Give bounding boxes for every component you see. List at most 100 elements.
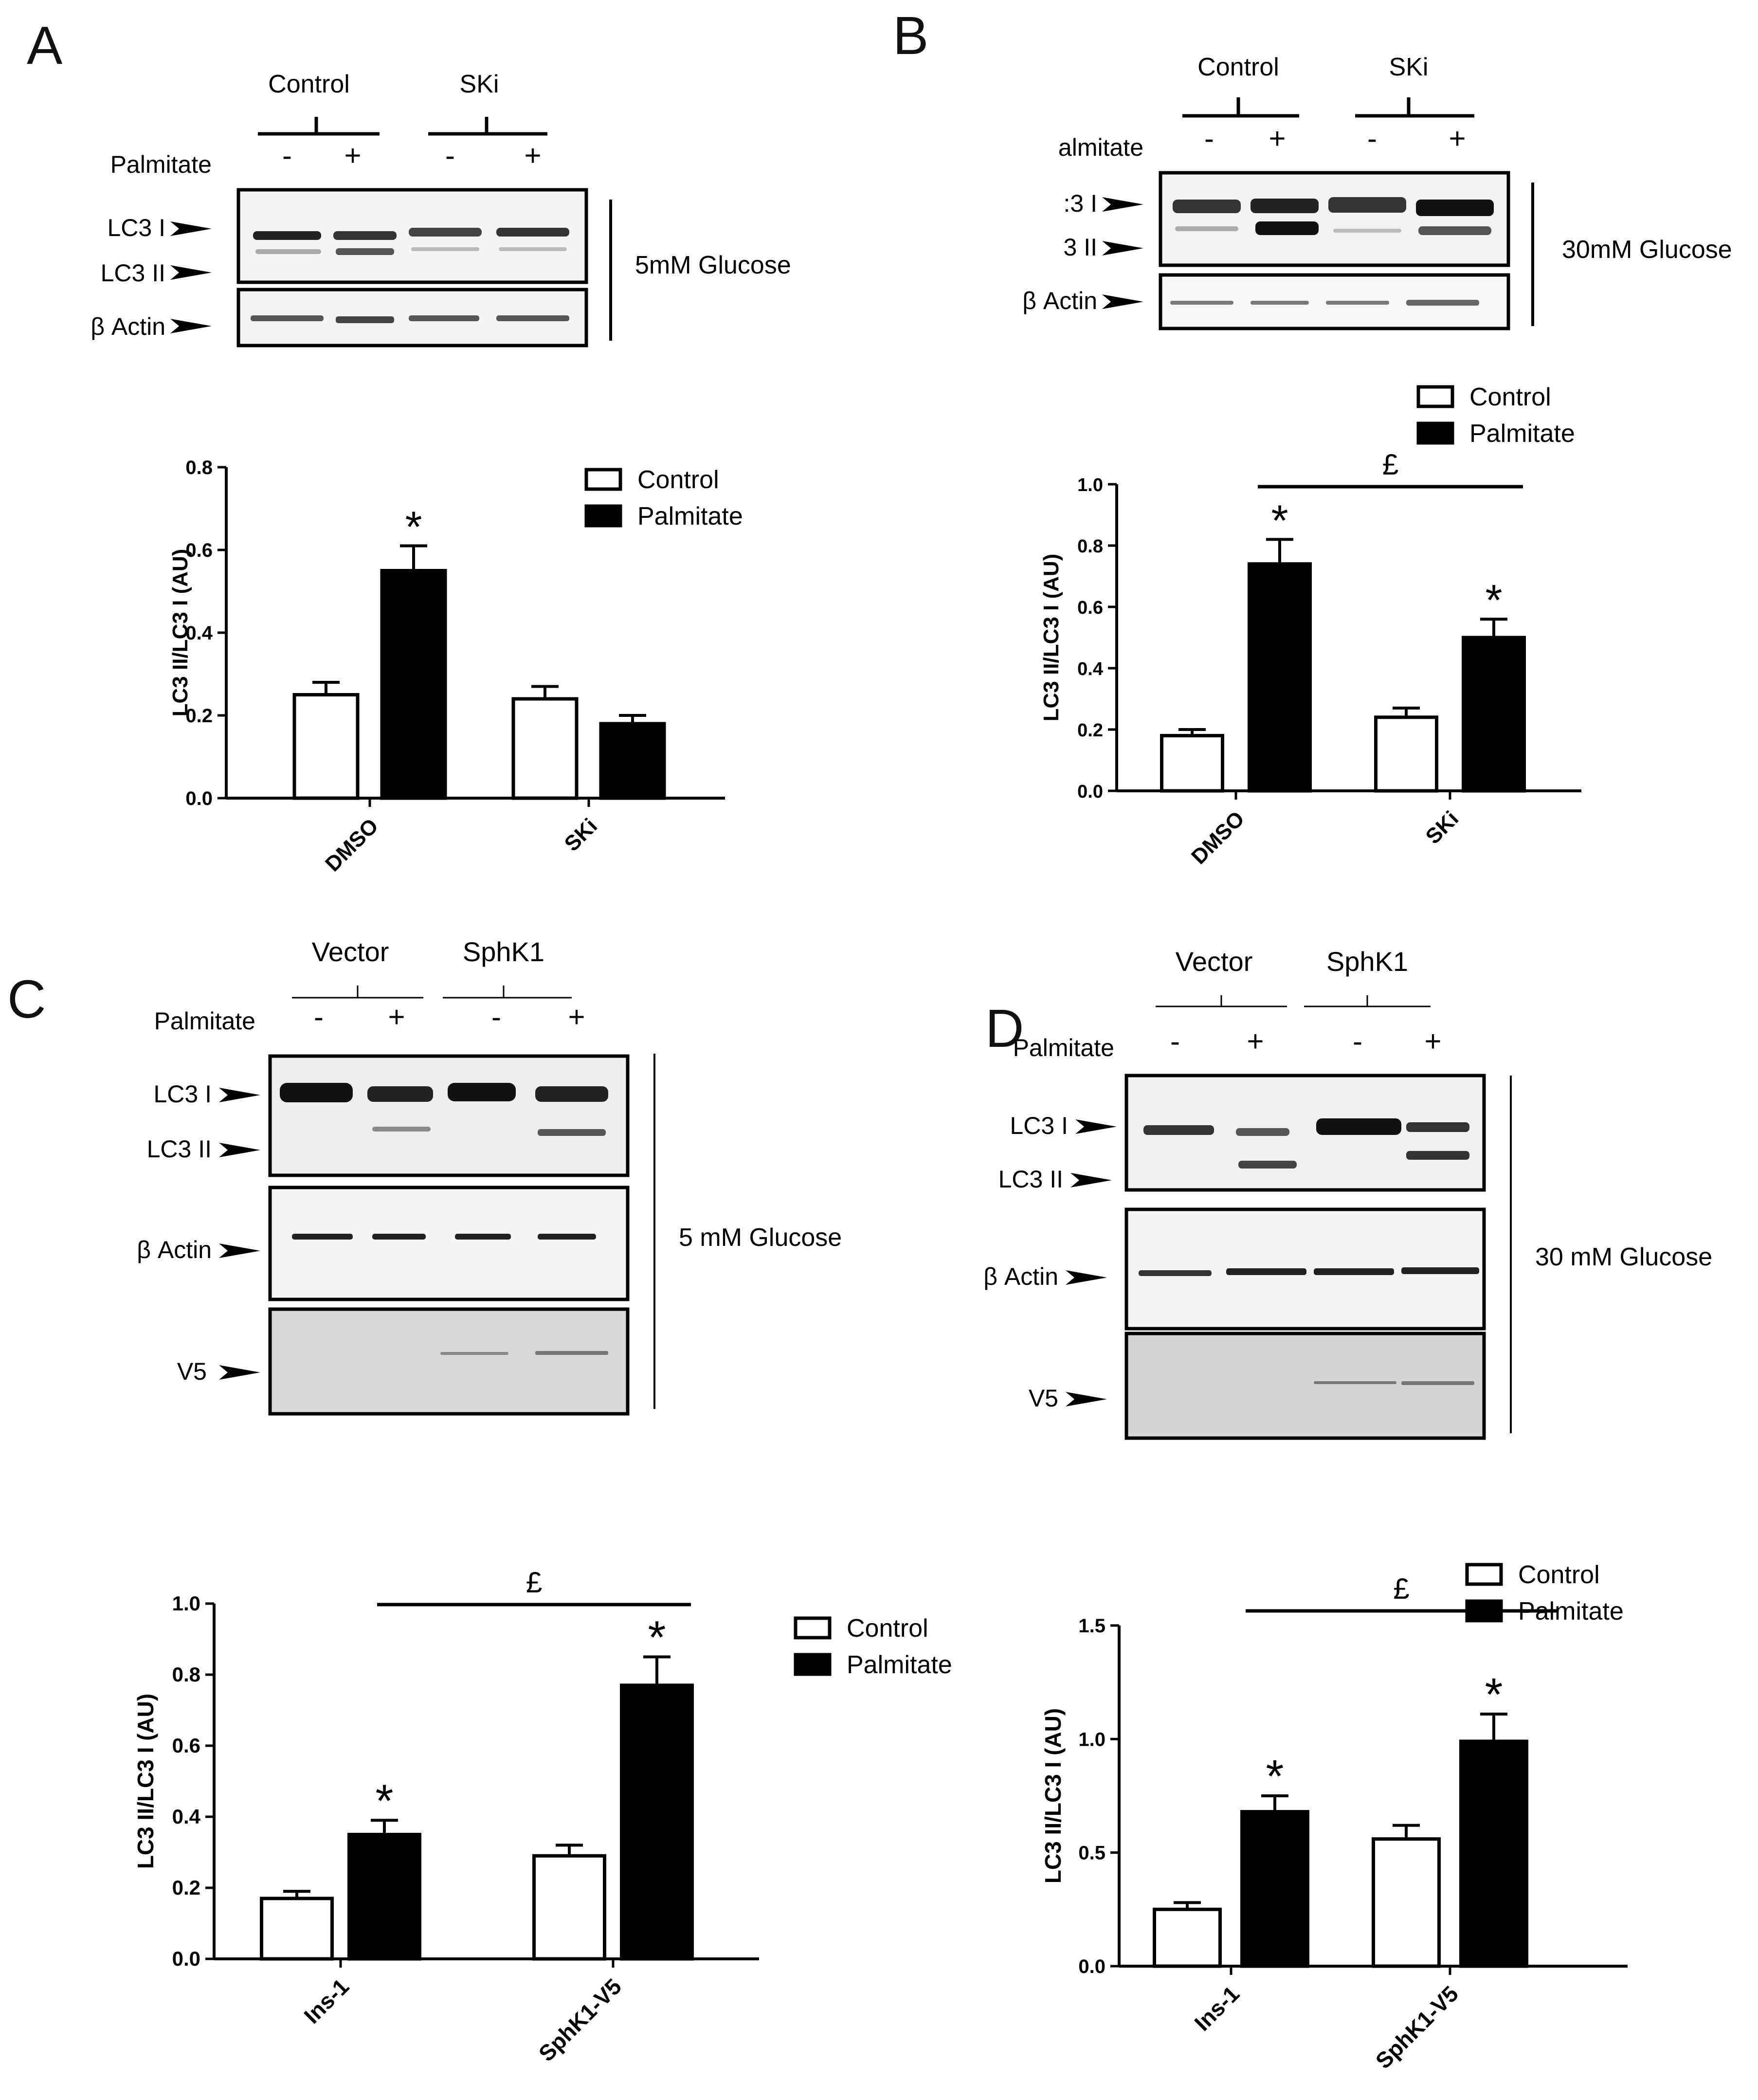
blot-b-group-2: SKi xyxy=(1389,53,1429,81)
legend-label: Control xyxy=(1518,1561,1600,1589)
blot-c-group-bracket-2 xyxy=(443,986,572,999)
blot-d-group-bracket-2 xyxy=(1304,995,1431,1007)
x-tick-label: SphK1-V5 xyxy=(1371,1981,1463,2073)
arrowhead-icon xyxy=(1066,1392,1107,1406)
blot-b-group-bracket-1 xyxy=(1182,97,1299,118)
arrowhead-icon xyxy=(1070,1173,1112,1187)
blot-c-band xyxy=(538,1129,606,1136)
blot-d-treatment-label: Palmitate xyxy=(1013,1034,1114,1061)
legend-label: Control xyxy=(847,1614,928,1643)
blot-d-band xyxy=(1143,1125,1214,1135)
blot-a-band xyxy=(409,228,482,237)
blot-b-band xyxy=(1170,301,1233,305)
y-tick-label: 0.0 xyxy=(172,1947,200,1970)
legend-swatch xyxy=(794,1653,832,1676)
blot-d-band xyxy=(1236,1128,1289,1136)
x-tick-label: Ins-1 xyxy=(1189,1981,1244,2036)
bar xyxy=(1462,636,1526,793)
y-tick-label: 0.2 xyxy=(185,705,213,727)
blot-d-group-1: Vector xyxy=(1176,946,1253,977)
blot-a-band xyxy=(253,231,321,240)
y-tick-label: 0.2 xyxy=(1077,720,1103,741)
blot-b-group-1: Control xyxy=(1197,53,1279,81)
legend-swatch xyxy=(584,468,622,491)
bar-chart-c: 0.0 0.2 0.4 0.6 0.8 1.0 LC3 II/LC3 I (AU) Ins-1… xyxy=(133,1566,952,2066)
blot-d-sign-1: - xyxy=(1170,1025,1180,1058)
blot-a-group-bracket-2 xyxy=(428,117,547,136)
bar xyxy=(380,569,447,800)
blot-b-band xyxy=(1416,200,1494,216)
blot-c: Vector SphK1 Palmitate - + - + LC3 I LC3… xyxy=(137,936,842,1416)
y-tick-label: 0.4 xyxy=(185,622,213,644)
bar xyxy=(1153,1907,1222,1968)
blot-a-band xyxy=(255,249,321,254)
blot-c-row-label-2: LC3 II xyxy=(147,1135,212,1163)
significance-symbol: £ xyxy=(526,1566,542,1599)
blot-b-lc3-membrane xyxy=(1159,171,1510,267)
arrowhead-icon xyxy=(219,1365,260,1380)
arrowhead-icon xyxy=(1102,197,1143,212)
bar xyxy=(1240,1810,1309,1968)
blot-c-sign-2: + xyxy=(388,1001,405,1033)
blot-b-band xyxy=(1328,197,1406,213)
x-tick-label: DMSO xyxy=(321,814,383,876)
blot-c-group-1: Vector xyxy=(312,936,389,967)
significance-star: * xyxy=(405,503,422,552)
arrowhead-icon xyxy=(1075,1119,1117,1134)
blot-a-band xyxy=(409,315,479,321)
blot-d-band xyxy=(1314,1268,1394,1275)
blot-b-band xyxy=(1406,300,1479,306)
blot-c-band xyxy=(372,1127,431,1132)
arrowhead-icon xyxy=(219,1143,260,1157)
blot-c-band xyxy=(538,1234,596,1240)
bar xyxy=(347,1833,421,1961)
blot-b-band xyxy=(1251,301,1309,305)
bar xyxy=(1248,562,1312,793)
blot-a-sign-4: + xyxy=(524,139,541,172)
blot-c-band xyxy=(535,1351,608,1355)
y-tick-label: 0.6 xyxy=(185,540,213,561)
blot-c-group-bracket-1 xyxy=(292,986,423,999)
y-axis-label: LC3 II/LC3 I (AU) xyxy=(168,549,192,717)
blot-d-band xyxy=(1238,1161,1297,1169)
blot-b-band xyxy=(1418,226,1491,235)
blot-b-sign-2: + xyxy=(1269,122,1286,155)
significance-symbol: £ xyxy=(1393,1572,1409,1605)
blot-b-group-bracket-2 xyxy=(1355,97,1474,118)
bar-chart-d: 0.0 0.5 1.0 1.5 LC3 II/LC3 I (AU) Ins-1 SphK1-… xyxy=(1040,1561,1628,2074)
legend-swatch xyxy=(1465,1599,1503,1623)
blot-d-row-label-3: β Actin xyxy=(983,1263,1058,1290)
y-tick-label: 1.0 xyxy=(1078,1729,1106,1750)
blot-d-band xyxy=(1406,1151,1469,1160)
blot-b-band xyxy=(1251,199,1319,213)
blot-d-band xyxy=(1226,1268,1306,1275)
y-tick-label: 0.0 xyxy=(1078,1956,1106,1977)
blot-a-sign-1: - xyxy=(282,139,292,172)
bar xyxy=(620,1683,694,1961)
blot-b: Control SKi almitate - + - + :3 I 3 II β… xyxy=(1022,53,1732,330)
blot-c-group-2: SphK1 xyxy=(463,936,544,967)
blot-d: Vector SphK1 Palmitate - + - + LC3 I LC3… xyxy=(983,946,1712,1440)
bar xyxy=(260,1897,334,1961)
legend-label: Control xyxy=(637,466,719,494)
legend-swatch xyxy=(1416,385,1454,408)
blot-a: Control SKi Palmitate - + - + LC3 I LC3 … xyxy=(91,70,791,347)
blot-d-row-label-4: V5 xyxy=(1029,1385,1058,1412)
blot-d-v5-membrane xyxy=(1124,1332,1486,1440)
blot-b-band xyxy=(1326,301,1389,305)
y-tick-label: 0.8 xyxy=(1077,536,1103,557)
blot-c-band xyxy=(367,1086,433,1102)
significance-star: * xyxy=(1485,1669,1503,1720)
blot-b-band xyxy=(1173,200,1241,213)
legend-label: Palmitate xyxy=(637,502,743,530)
blot-a-treatment-label: Palmitate xyxy=(110,151,212,178)
blot-b-condition: 30mM Glucose xyxy=(1562,236,1732,264)
legend-label: Control xyxy=(1469,383,1551,411)
blot-a-band xyxy=(336,316,394,323)
blot-b-sign-1: - xyxy=(1204,122,1214,155)
arrowhead-icon xyxy=(170,265,212,280)
blot-a-group-1: Control xyxy=(268,70,350,98)
blot-c-treatment-label: Palmitate xyxy=(154,1007,255,1035)
blot-a-sign-3: - xyxy=(445,139,455,172)
